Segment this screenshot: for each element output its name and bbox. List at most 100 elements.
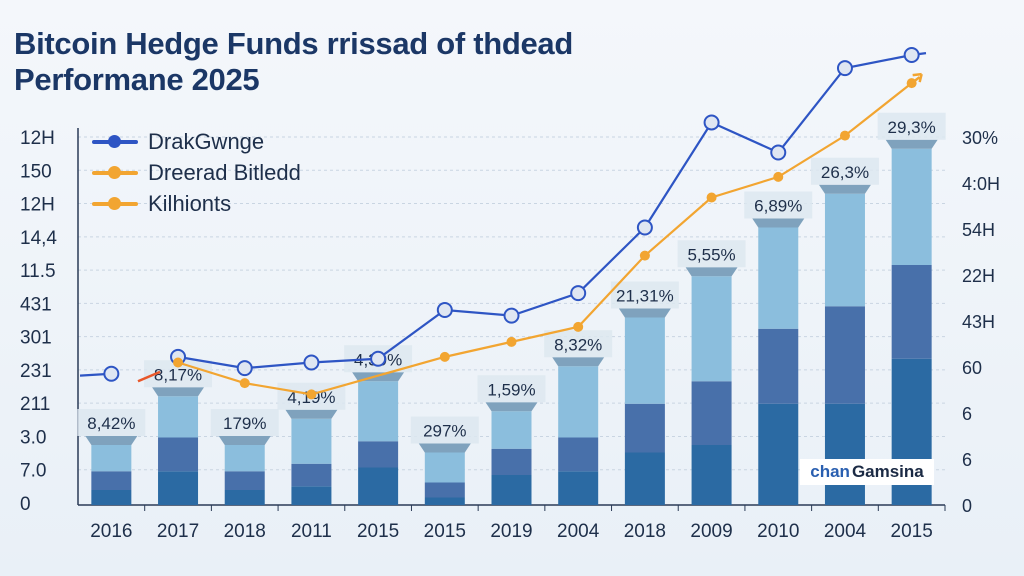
series-drakgwnge-point [303, 354, 320, 371]
bar-label-box [410, 416, 479, 444]
y-tick-label-right: 54H [962, 220, 995, 240]
bar-label-box [877, 112, 946, 140]
y-tick-label-right: 22H [962, 266, 995, 286]
y-tick-label-left: 431 [20, 294, 52, 315]
y-tick-label-right: 30% [962, 128, 998, 148]
series-drakgwnge-point [903, 47, 920, 63]
series-drakgwnge-point [570, 285, 587, 302]
bar-segment [491, 475, 532, 505]
bar-label-box [544, 330, 613, 358]
series-drakgwnge-point [703, 114, 720, 131]
series-drakgwnge-line [177, 53, 912, 370]
bar-cap [285, 409, 338, 419]
legend-item-2: Dreerad Bitledd [92, 157, 301, 188]
bar-label: 21,31% [616, 287, 674, 306]
x-tick-label: 2004 [824, 521, 867, 542]
bar-label: 6,89% [754, 197, 802, 216]
bar-segment [158, 437, 199, 472]
series-dreerad-bitledd-point [706, 192, 717, 203]
bar-segment [424, 497, 465, 505]
y-tick-label-left: 12H [20, 195, 55, 216]
chart-title-line-2: Performane 2025 [14, 62, 260, 97]
bar-cap [418, 443, 471, 453]
bar-segment [224, 471, 265, 490]
series-dreerad-bitledd-point [773, 171, 784, 182]
x-tick-label: 2010 [757, 521, 799, 542]
bar-segment [624, 452, 665, 505]
watermark-part-2: Gamsina [851, 462, 924, 481]
bar-segment [891, 148, 932, 265]
bar-cap [885, 139, 938, 149]
x-tick-label: 2018 [624, 521, 666, 542]
y-tick-label-left: 12H [20, 128, 55, 149]
bar-segment [824, 403, 865, 505]
bar-segment [691, 445, 732, 505]
x-tick-label: 2016 [90, 521, 132, 542]
bar-label: 1,59% [487, 380, 535, 399]
bar-segment [491, 411, 532, 449]
y-tick-label-right: 6 [962, 450, 972, 470]
legend: DrakGwnge Dreerad Bitledd Kilhionts [92, 126, 301, 219]
bar-label: 297% [423, 422, 466, 441]
bar-cap [152, 387, 205, 397]
series-dreerad-bitledd-point [573, 321, 584, 332]
y-tick-label-right: 60 [962, 358, 982, 378]
bar-segment [691, 276, 732, 382]
x-tick-label: 2018 [224, 521, 266, 542]
series-drakgwnge-point [236, 360, 253, 377]
bar-segment [691, 381, 732, 445]
watermark-part-1: chan [810, 462, 850, 481]
bar-label: 5,55% [687, 245, 735, 264]
bar-segment [758, 328, 799, 404]
bar-segment [424, 482, 465, 498]
bar-segment [91, 490, 132, 505]
legend-swatch-orange [92, 196, 138, 210]
y-tick-label-right: 43H [962, 312, 995, 332]
series-dreerad-bitledd-point [173, 357, 184, 368]
chart-title: Bitcoin Hedge Funds rrissad of thdead Pe… [14, 26, 573, 98]
bar-cap [485, 402, 538, 412]
bar-segment [224, 490, 265, 505]
bar-cap [218, 436, 271, 445]
bar-segment [558, 437, 599, 472]
series-drakgwnge-point [836, 60, 853, 77]
x-tick-label: 2015 [891, 521, 933, 542]
y-tick-label-left: 150 [20, 161, 52, 182]
series-dreerad-bitledd-point [239, 378, 250, 389]
y-tick-label-left: 11.5 [20, 261, 56, 282]
bar-segment [491, 448, 532, 475]
y-tick-label-left: 231 [20, 361, 52, 382]
bar-label-box [677, 240, 746, 268]
x-tick-label: 2019 [490, 521, 532, 542]
y-tick-label-left: 3.0 [20, 427, 46, 448]
legend-item-3: Kilhionts [92, 188, 301, 219]
series-drakgwnge-point [103, 365, 120, 382]
legend-label: Dreerad Bitledd [148, 159, 301, 185]
legend-label: Kilhionts [148, 190, 232, 216]
bar-cap [818, 184, 871, 194]
bar-segment [824, 193, 865, 307]
bar-cap [85, 436, 138, 445]
series-drakgwnge-point [636, 219, 653, 236]
bar-cap [618, 308, 671, 318]
bar-segment [91, 445, 132, 472]
bar-label: 8,17% [154, 365, 202, 384]
series-drakgwnge-point [436, 302, 453, 318]
bar-segment [824, 306, 865, 404]
legend-item-1: DrakGwnge [92, 126, 301, 157]
bar-segment [624, 317, 665, 404]
y-tick-label-right: 4:0H [962, 174, 1000, 194]
bar-segment [558, 471, 599, 505]
y-tick-label-left: 7.0 [20, 461, 46, 482]
bar-segment [558, 366, 599, 438]
series-dreerad-bitledd-point [439, 351, 450, 362]
bar-segment [891, 265, 932, 359]
bar-segment [358, 441, 399, 468]
x-tick-label: 2015 [424, 521, 466, 542]
bar-label-box [477, 375, 546, 403]
y-tick-label-right: 6 [962, 404, 972, 424]
bar-label-box [210, 409, 279, 436]
bar-label-box [810, 157, 879, 185]
series-drakgwnge-point [370, 350, 387, 367]
